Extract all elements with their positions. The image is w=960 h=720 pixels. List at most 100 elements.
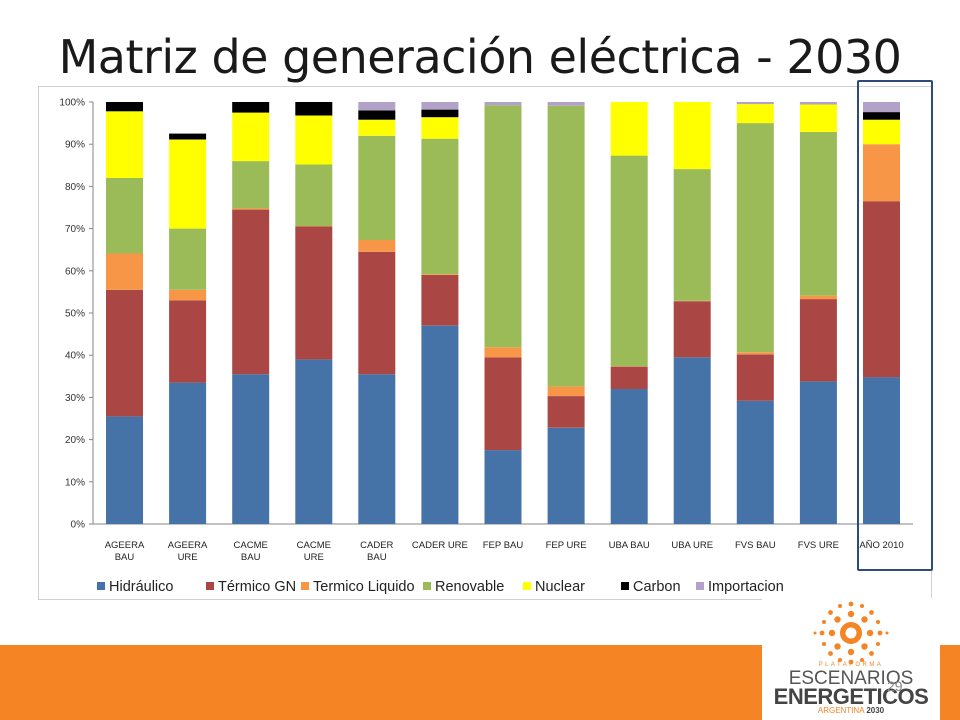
bar-segment-renovable xyxy=(232,161,270,209)
y-tick-label: 100% xyxy=(59,98,85,109)
bar-segment-hidraulico xyxy=(863,377,900,524)
bar-segment-hidraulico xyxy=(736,400,774,524)
escenarios-energeticos-logo: PLATAFORMA ESCENARIOS ENERGETICOS ARGENT… xyxy=(762,598,940,720)
legend-swatch-termico-gn xyxy=(206,582,214,590)
bar-segment-hidraulico xyxy=(547,427,585,524)
bar-segment-nuclear xyxy=(358,119,396,136)
x-tick-label: UBA URE xyxy=(671,540,713,551)
bar-segment-renovable xyxy=(295,164,333,227)
bar-segment-termico-liquido xyxy=(106,253,143,290)
bar-segment-nuclear xyxy=(169,139,207,229)
x-tick-label: URE xyxy=(304,552,324,563)
bar-segment-hidraulico xyxy=(358,374,396,524)
bar-segment-hidraulico xyxy=(232,374,270,524)
x-tick-label: UBA BAU xyxy=(609,540,650,551)
x-tick-label: CADER URE xyxy=(412,540,468,551)
bar-segment-renovable xyxy=(106,178,143,254)
bar-segment-importacion xyxy=(421,102,459,110)
bar-segment-importacion xyxy=(736,102,774,105)
bar-segment-termico-gn xyxy=(799,299,837,382)
y-tick-label: 0% xyxy=(71,520,86,531)
bar-segment-nuclear xyxy=(799,104,837,132)
legend-swatch-importacion xyxy=(696,582,704,590)
y-tick-label: 20% xyxy=(65,435,85,446)
y-tick-label: 10% xyxy=(65,477,85,488)
bar-segment-hidraulico xyxy=(295,359,333,524)
bar-segment-importacion xyxy=(799,102,837,105)
bar-segment-hidraulico xyxy=(673,357,711,524)
bar-segment-termico-liquido xyxy=(484,347,522,358)
bar-segment-nuclear xyxy=(421,117,459,139)
bar-segment-renovable xyxy=(421,138,459,275)
bar-segment-importacion xyxy=(484,102,522,106)
bar-segment-termico-gn xyxy=(863,201,900,378)
bar-segment-nuclear xyxy=(295,115,333,165)
bar-segment-termico-gn xyxy=(169,300,207,383)
bar-segment-nuclear xyxy=(736,104,774,124)
legend-swatch-hidraulico xyxy=(97,582,105,590)
legend-swatch-carbon xyxy=(621,582,629,590)
x-tick-label: BAU xyxy=(367,552,387,563)
legend-label-termico-liquido: Termico Liquido xyxy=(313,579,415,595)
bar-segment-nuclear xyxy=(673,102,711,170)
x-tick-label: CACME xyxy=(297,540,331,551)
logo-tagline: PLATAFORMA xyxy=(818,662,884,668)
bar-segment-hidraulico xyxy=(421,325,459,524)
bar-segment-termico-liquido xyxy=(421,274,459,275)
legend-label-nuclear: Nuclear xyxy=(535,579,585,595)
bar-segment-renovable xyxy=(736,123,774,353)
logo-year: 2030 xyxy=(866,706,885,715)
logo-line1: ESCENARIOS xyxy=(788,668,914,689)
x-tick-label: CACME xyxy=(234,540,268,551)
bar-segment-hidraulico xyxy=(169,382,207,524)
legend-swatch-termico-liquido xyxy=(301,582,309,590)
logo-line3: ARGENTINA 2030 xyxy=(762,706,940,715)
bar-segment-carbon xyxy=(169,133,207,140)
x-tick-label: AGEERA xyxy=(168,540,208,551)
bar-segment-importacion xyxy=(863,102,900,113)
bar-segment-termico-liquido xyxy=(169,289,207,301)
y-tick-label: 40% xyxy=(65,351,85,362)
bar-segment-importacion xyxy=(547,102,585,106)
bar-segment-termico-liquido xyxy=(358,240,396,252)
bar-segment-termico-liquido xyxy=(547,386,585,397)
bar-segment-termico-gn xyxy=(484,357,522,451)
bar-segment-termico-gn xyxy=(232,209,270,375)
bar-segment-carbon xyxy=(106,102,143,112)
bar-segment-nuclear xyxy=(863,119,900,145)
legend-label-carbon: Carbon xyxy=(633,579,681,595)
bar-segment-hidraulico xyxy=(799,381,837,524)
bar-segment-carbon xyxy=(863,112,900,120)
bar-segment-renovable xyxy=(673,169,711,301)
legend-label-hidraulico: Hidráulico xyxy=(109,579,173,595)
bar-segment-termico-gn xyxy=(358,251,396,375)
bar-segment-termico-gn xyxy=(736,354,774,401)
bar-segment-hidraulico xyxy=(106,416,143,524)
bar-segment-renovable xyxy=(799,132,837,296)
y-tick-label: 90% xyxy=(65,140,85,151)
legend-swatch-renovable xyxy=(423,582,431,590)
logo-country: ARGENTINA xyxy=(817,706,865,715)
y-tick-label: 30% xyxy=(65,393,85,404)
bar-segment-nuclear xyxy=(232,112,270,162)
slide-title: Matriz de generación eléctrica - 2030 xyxy=(58,30,902,84)
page-number: 29 xyxy=(887,678,903,694)
bar-segment-termico-liquido xyxy=(799,295,837,300)
x-tick-label: FEP BAU xyxy=(483,540,524,551)
bar-segment-nuclear xyxy=(106,111,143,178)
bar-segment-termico-gn xyxy=(673,301,711,358)
sun-logo-icon xyxy=(813,601,889,665)
x-tick-label: FVS URE xyxy=(798,540,839,551)
bar-segment-renovable xyxy=(169,228,207,290)
bar-segment-carbon xyxy=(421,109,459,118)
legend-swatch-nuclear xyxy=(523,582,531,590)
bar-segment-renovable xyxy=(484,105,522,348)
bar-segment-importacion xyxy=(358,102,396,111)
bar-segment-termico-gn xyxy=(547,396,585,428)
legend-label-renovable: Renovable xyxy=(435,579,504,595)
bar-segment-hidraulico xyxy=(610,389,648,524)
logo-line2: ENERGETICOS xyxy=(773,684,929,709)
highlight-box-ano-2010 xyxy=(857,80,933,571)
y-tick-label: 50% xyxy=(65,309,85,320)
bar-segment-termico-gn xyxy=(106,289,143,417)
